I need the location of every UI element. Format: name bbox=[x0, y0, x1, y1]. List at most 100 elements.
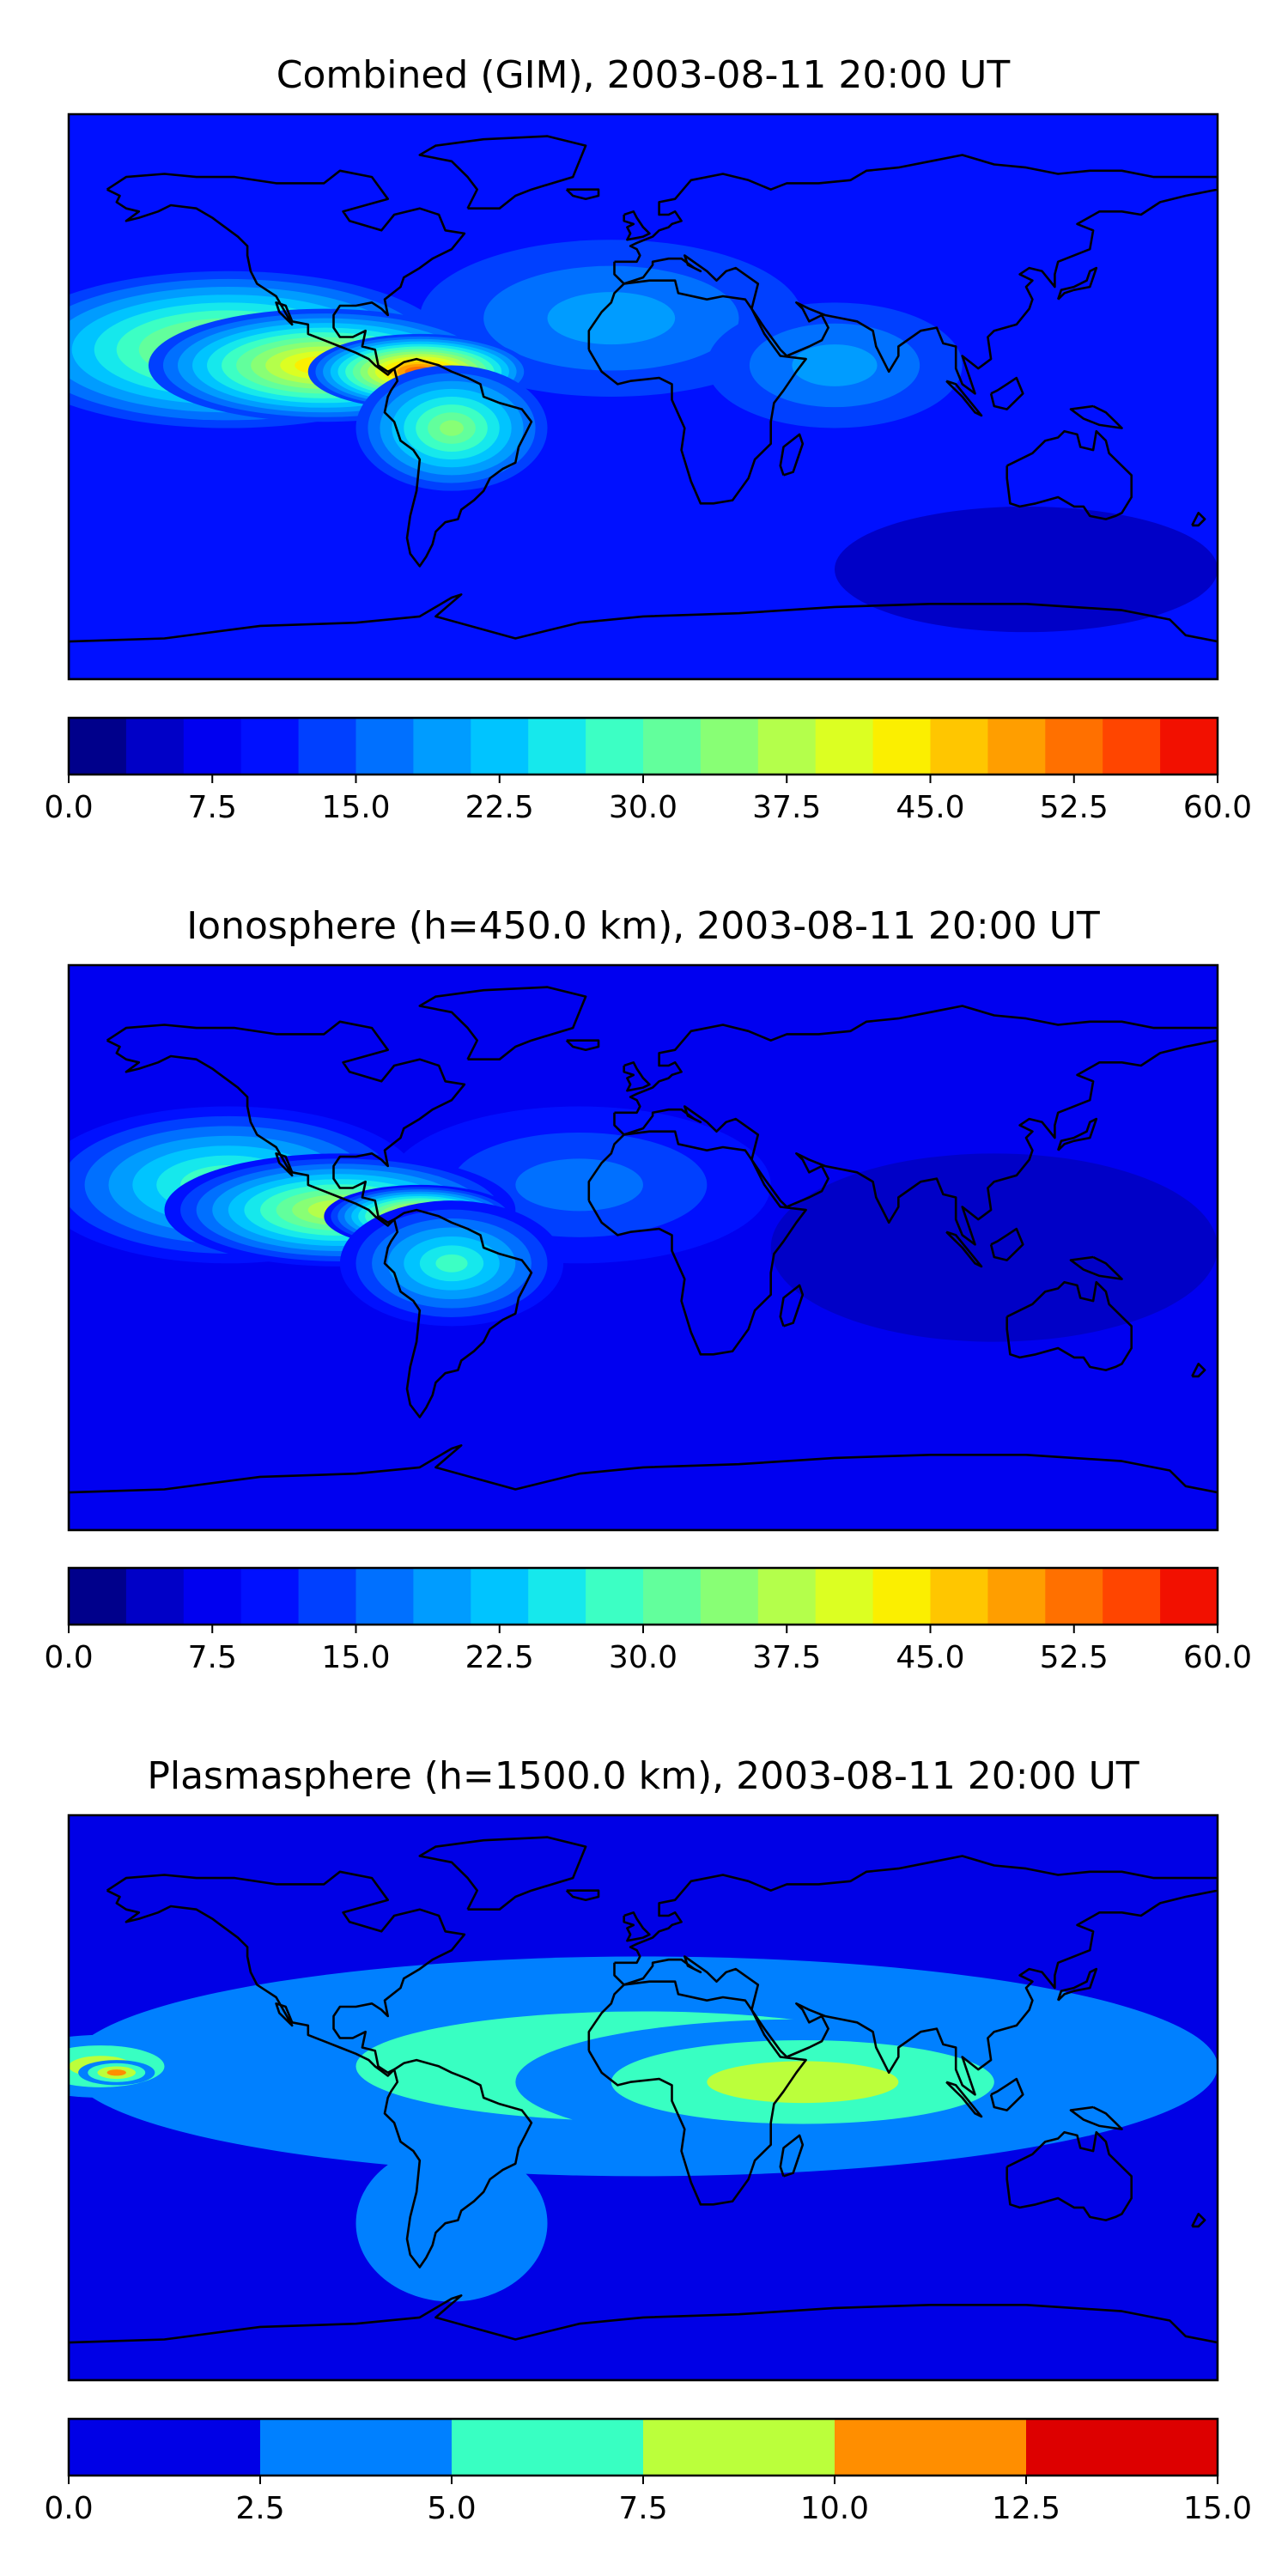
coastline bbox=[1056, 1967, 1098, 2002]
coastline bbox=[383, 2058, 533, 2269]
coastline bbox=[1056, 266, 1098, 301]
coastline bbox=[383, 357, 533, 568]
map-frame bbox=[67, 112, 1219, 681]
colorbar-segment bbox=[260, 2419, 453, 2476]
coastline bbox=[565, 1039, 600, 1051]
coastline bbox=[418, 135, 587, 210]
coastline bbox=[1056, 1117, 1098, 1151]
panel-plasmasphere: Plasmasphere (h=1500.0 km), 2003-08-11 2… bbox=[44, 1754, 1252, 2526]
colorbar-tick-label: 5.0 bbox=[427, 2491, 476, 2526]
colorbar-segment bbox=[298, 1568, 356, 1625]
colorbar-segment bbox=[815, 718, 874, 775]
coastline bbox=[623, 1911, 651, 1942]
colorbar-segment bbox=[1045, 1568, 1103, 1625]
map-field bbox=[69, 114, 1218, 679]
contour-region bbox=[547, 292, 676, 345]
coastline bbox=[69, 2294, 1218, 2380]
colorbar-segment bbox=[240, 718, 300, 775]
colorbar-segment bbox=[586, 718, 644, 775]
coastlines bbox=[69, 986, 1218, 1530]
colorbar: 0.0 7.5 15.0 22.5 30.0 37.5 45.0 52.5 60.0 bbox=[44, 716, 1252, 825]
colorbar-segment bbox=[355, 718, 414, 775]
coastline bbox=[989, 2077, 1024, 2111]
colorbar-segment bbox=[240, 1568, 300, 1625]
coastline bbox=[779, 433, 805, 477]
coastline bbox=[613, 1005, 1218, 1246]
coastline bbox=[1069, 404, 1123, 429]
colorbar-segment bbox=[1160, 718, 1218, 775]
panel-title: Plasmasphere (h=1500.0 km), 2003-08-11 2… bbox=[147, 1754, 1139, 1798]
colorbar-segment bbox=[643, 2419, 835, 2476]
coastline bbox=[1069, 1255, 1123, 1280]
coastline bbox=[1191, 1363, 1206, 1378]
colorbar-segment bbox=[183, 718, 242, 775]
colorbar-tick-label: 52.5 bbox=[1040, 790, 1109, 825]
colorbar-segment bbox=[1160, 1568, 1218, 1625]
coastline bbox=[779, 1284, 805, 1327]
colorbar-tick-label: 30.0 bbox=[609, 1640, 677, 1675]
coastline bbox=[613, 154, 1218, 395]
coastline bbox=[1005, 1280, 1133, 1371]
colorbar-tick-label: 7.5 bbox=[618, 2491, 667, 2526]
colorbar-tick-label: 22.5 bbox=[465, 790, 534, 825]
colorbar-segment bbox=[471, 1568, 529, 1625]
coastline bbox=[613, 1855, 1218, 2096]
colorbar-tick-label: 7.5 bbox=[188, 1640, 237, 1675]
coastlines bbox=[69, 135, 1218, 679]
colorbar-segment bbox=[643, 1568, 702, 1625]
colorbar-tick-label: 15.0 bbox=[321, 1640, 390, 1675]
colorbar-segment bbox=[1103, 718, 1161, 775]
colorbar-segment bbox=[872, 1568, 931, 1625]
contour-region bbox=[355, 2144, 548, 2302]
coastline bbox=[418, 1836, 587, 1911]
colorbar-segment bbox=[815, 1568, 874, 1625]
colorbar-tick-label: 12.5 bbox=[992, 2491, 1060, 2526]
colorbar: 0.0 7.5 15.0 22.5 30.0 37.5 45.0 52.5 60.0 bbox=[44, 1566, 1252, 1675]
panel-ionosphere: Ionosphere (h=450.0 km), 2003-08-11 20:0… bbox=[44, 904, 1252, 1675]
colorbar-segment bbox=[355, 1568, 414, 1625]
colorbar-tick-label: 0.0 bbox=[44, 1640, 93, 1675]
colorbar-segment bbox=[1026, 2419, 1218, 2476]
colorbar-segment bbox=[1103, 1568, 1161, 1625]
contour-region bbox=[792, 344, 878, 386]
colorbar-tick-label: 60.0 bbox=[1183, 1640, 1252, 1675]
coastline bbox=[623, 210, 651, 241]
contour-region bbox=[106, 2069, 126, 2076]
colorbar-segment bbox=[1045, 718, 1103, 775]
colorbar-tick-label: 60.0 bbox=[1183, 790, 1252, 825]
colorbar-tick-label: 45.0 bbox=[896, 790, 964, 825]
colorbar-segment bbox=[930, 1568, 988, 1625]
colorbar-segment bbox=[298, 718, 356, 775]
coastline bbox=[623, 1061, 651, 1092]
colorbar-segment bbox=[69, 2419, 261, 2476]
colorbar-tick-label: 0.0 bbox=[44, 790, 93, 825]
colorbar-tick-label: 30.0 bbox=[609, 790, 677, 825]
map-frame bbox=[67, 1814, 1219, 2382]
colorbar-segment bbox=[125, 718, 185, 775]
coastline bbox=[565, 188, 600, 200]
colorbar-tick-label: 45.0 bbox=[896, 1640, 964, 1675]
coastline bbox=[989, 376, 1024, 410]
colorbar-tick-label: 15.0 bbox=[321, 790, 390, 825]
coastline bbox=[1191, 511, 1206, 527]
coastline bbox=[418, 986, 587, 1060]
colorbar-segment bbox=[700, 718, 759, 775]
map-field bbox=[69, 1815, 1218, 2380]
colorbar-tick-label: 0.0 bbox=[44, 2491, 93, 2526]
colorbar-segment bbox=[700, 1568, 759, 1625]
colorbar-segment bbox=[413, 718, 471, 775]
colorbar-segment bbox=[987, 1568, 1046, 1625]
coastline bbox=[106, 1870, 466, 2077]
colorbar-tick-label: 37.5 bbox=[752, 790, 821, 825]
contour-region bbox=[707, 2061, 899, 2104]
map-field bbox=[69, 965, 1218, 1530]
coastline bbox=[69, 1444, 1218, 1530]
coastline bbox=[989, 1227, 1024, 1261]
contour-region bbox=[435, 1254, 468, 1273]
colorbar-segment bbox=[757, 718, 817, 775]
coastline bbox=[383, 1208, 533, 1419]
colorbar-tick-label: 2.5 bbox=[235, 2491, 284, 2526]
contour-region bbox=[515, 1158, 644, 1212]
colorbar-segment bbox=[643, 718, 702, 775]
colorbar-segment bbox=[69, 718, 127, 775]
